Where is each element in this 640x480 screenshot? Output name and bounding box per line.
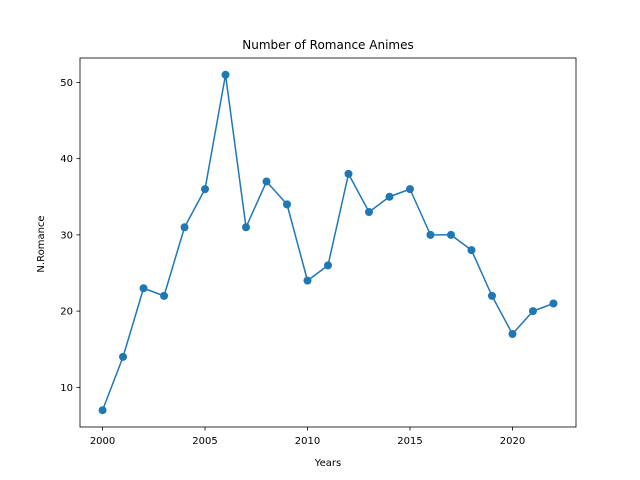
data-point bbox=[467, 246, 476, 255]
plot-area bbox=[79, 57, 577, 428]
y-axis-label: N.Romance bbox=[36, 215, 47, 272]
data-point bbox=[487, 291, 496, 300]
data-point bbox=[98, 406, 107, 415]
x-tick-label: 2010 bbox=[295, 436, 320, 447]
x-tick-label: 2000 bbox=[90, 436, 115, 447]
y-tick-label: 20 bbox=[60, 307, 73, 318]
data-point bbox=[180, 223, 189, 232]
x-axis-ticks: 2000 2005 2010 2015 2020 bbox=[90, 427, 525, 447]
y-tick-label: 10 bbox=[60, 383, 73, 394]
y-axis-ticks: 10 20 30 40 50 bbox=[60, 78, 80, 394]
data-point bbox=[119, 352, 128, 361]
x-axis-label: Years bbox=[314, 458, 341, 469]
chart-title: Number of Romance Animes bbox=[242, 38, 413, 52]
data-point bbox=[324, 261, 332, 270]
data-point bbox=[262, 177, 271, 186]
data-point bbox=[303, 276, 312, 285]
data-point bbox=[508, 329, 517, 338]
data-point bbox=[528, 307, 537, 316]
data-point bbox=[405, 185, 414, 194]
plot-frame bbox=[79, 57, 577, 428]
data-point bbox=[344, 169, 353, 178]
x-tick-label: 2005 bbox=[192, 436, 217, 447]
y-tick-label: 40 bbox=[60, 154, 73, 165]
data-point bbox=[385, 192, 394, 201]
data-point bbox=[549, 299, 558, 308]
data-point bbox=[242, 223, 251, 232]
data-point bbox=[160, 291, 169, 300]
data-point bbox=[364, 208, 373, 217]
y-tick-label: 30 bbox=[60, 230, 73, 241]
data-point bbox=[201, 185, 210, 194]
x-tick-label: 2015 bbox=[397, 436, 422, 447]
data-point bbox=[139, 284, 148, 293]
x-tick-label: 2020 bbox=[500, 436, 525, 447]
data-point bbox=[221, 70, 230, 79]
data-point bbox=[426, 230, 435, 239]
y-tick-label: 50 bbox=[60, 78, 73, 89]
data-point bbox=[283, 200, 292, 209]
data-point bbox=[446, 230, 455, 239]
